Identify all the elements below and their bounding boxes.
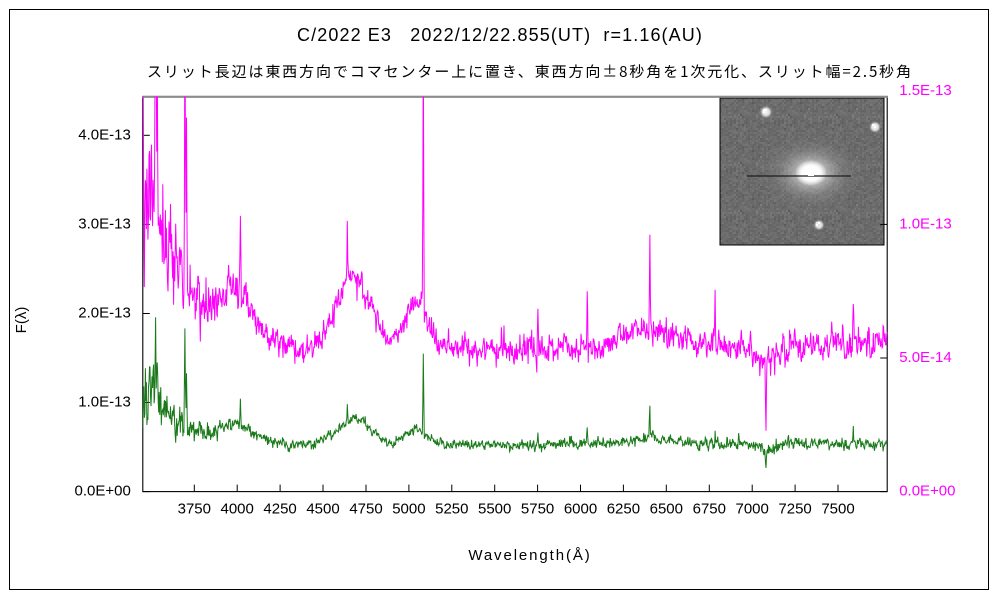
svg-text:5250: 5250: [435, 501, 468, 518]
svg-text:5750: 5750: [521, 501, 554, 518]
svg-text:6250: 6250: [607, 501, 640, 518]
svg-text:5000: 5000: [392, 501, 425, 518]
svg-text:4750: 4750: [349, 501, 382, 518]
svg-text:4250: 4250: [263, 501, 296, 518]
svg-text:1.0E-13: 1.0E-13: [899, 215, 952, 232]
svg-text:6750: 6750: [693, 501, 726, 518]
svg-text:4500: 4500: [306, 501, 339, 518]
svg-text:0.0E+00: 0.0E+00: [899, 483, 955, 500]
svg-text:1.5E-13: 1.5E-13: [899, 82, 952, 99]
svg-text:2.0E-13: 2.0E-13: [78, 305, 131, 322]
svg-text:F(λ): F(λ): [13, 307, 30, 334]
svg-text:1.0E-13: 1.0E-13: [78, 394, 131, 411]
svg-text:5.0E-14: 5.0E-14: [899, 349, 952, 366]
svg-text:5500: 5500: [478, 501, 511, 518]
svg-text:7250: 7250: [778, 501, 811, 518]
svg-text:4.0E-13: 4.0E-13: [78, 126, 131, 143]
svg-text:6000: 6000: [564, 501, 597, 518]
svg-text:3.0E-13: 3.0E-13: [78, 215, 131, 232]
svg-text:0.0E+00: 0.0E+00: [74, 483, 130, 500]
svg-text:7000: 7000: [736, 501, 769, 518]
svg-text:3750: 3750: [178, 501, 211, 518]
svg-text:4000: 4000: [221, 501, 254, 518]
svg-text:7500: 7500: [821, 501, 854, 518]
svg-text:6500: 6500: [650, 501, 683, 518]
